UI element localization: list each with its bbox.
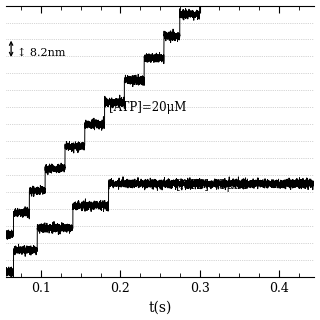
Text: [ATP]=20μM: [ATP]=20μM: [108, 101, 186, 114]
Text: [ATP]=5μM: [ATP]=5μM: [176, 179, 246, 192]
X-axis label: t(s): t(s): [148, 300, 172, 315]
Text: ↕ 8.2nm: ↕ 8.2nm: [17, 48, 66, 58]
